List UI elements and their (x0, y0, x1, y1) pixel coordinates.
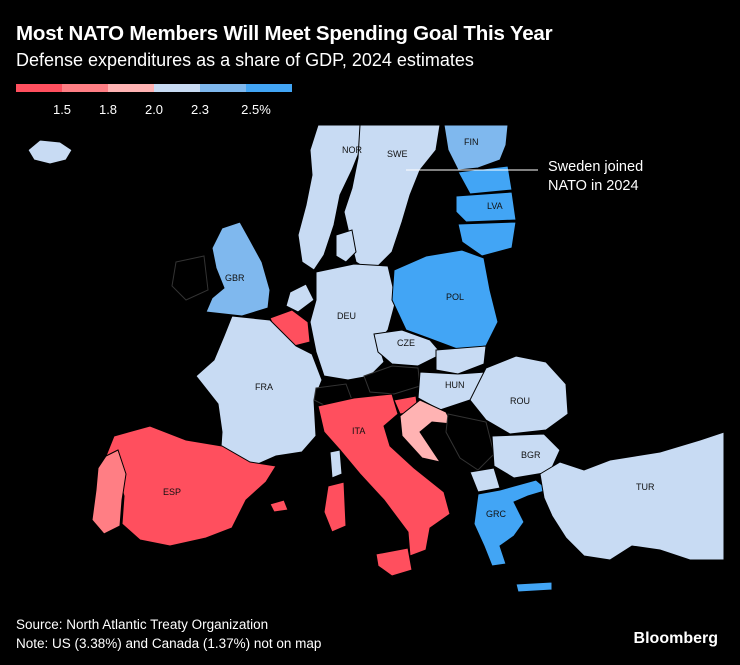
iceland (27, 139, 73, 165)
country-est (457, 165, 513, 195)
country-ita (317, 393, 451, 557)
annotation-line-1: Sweden joined (548, 159, 644, 175)
country-tur (539, 431, 725, 561)
label-fin: FIN (464, 137, 479, 147)
annotation-line-2: NATO in 2024 (548, 178, 639, 194)
country-deu (309, 263, 397, 381)
label-rou: ROU (510, 396, 530, 406)
country-grc (473, 479, 550, 567)
label-hun: HUN (445, 380, 465, 390)
legend-swatch-1 (16, 84, 62, 92)
label-tur: TUR (636, 482, 655, 492)
country-fra-corsica (329, 449, 343, 479)
label-cze: CZE (397, 338, 415, 348)
country-grc-crete (515, 581, 553, 593)
label-esp: ESP (163, 487, 181, 497)
country-esp-balearics (269, 499, 289, 513)
legend-tick-4: 2.3 (190, 102, 210, 117)
legend-swatch-3 (108, 84, 154, 92)
legend-swatch-4 (154, 84, 200, 92)
country-pol (391, 249, 499, 351)
label-swe: SWE (387, 149, 408, 159)
country-swe (343, 124, 441, 273)
country-fin (443, 124, 509, 171)
country-ita-sardinia (323, 481, 347, 533)
europe-map: NOR SWE FIN LVA GBR DEU POL CZE FRA HUN … (27, 124, 725, 593)
country-gbr (205, 221, 271, 317)
label-fra: FRA (255, 382, 273, 392)
source-note: Source: North Atlantic Treaty Organizati… (16, 617, 269, 632)
chart-title: Most NATO Members Will Meet Spending Goa… (16, 22, 553, 45)
color-legend: 1.5 1.8 2.0 2.3 2.5% (16, 84, 292, 117)
country-rou (469, 355, 569, 435)
legend-tick-1: 1.5 (52, 102, 72, 117)
country-svk (435, 345, 487, 375)
country-ltu (457, 221, 517, 257)
legend-tick-3: 2.0 (144, 102, 164, 117)
legend-tick-2: 1.8 (98, 102, 118, 117)
legend-swatch-5 (200, 84, 246, 92)
label-pol: POL (446, 292, 464, 302)
country-hrv (399, 399, 453, 463)
legend-swatch-6 (246, 84, 292, 92)
footnote: Note: US (3.38%) and Canada (1.37%) not … (16, 636, 322, 651)
label-bgr: BGR (521, 450, 541, 460)
country-ita-sicily (375, 547, 413, 577)
label-ita: ITA (352, 426, 365, 436)
country-fra (195, 315, 323, 471)
country-irl (171, 255, 209, 301)
legend-tick-5: 2.5% (241, 102, 271, 117)
label-lva: LVA (487, 201, 503, 211)
bloomberg-logo: Bloomberg (633, 630, 718, 647)
country-cze (373, 329, 443, 367)
sweden-annotation: Sweden joined NATO in 2024 (548, 158, 643, 196)
country-nld (285, 283, 315, 313)
legend-swatch-2 (62, 84, 108, 92)
label-grc: GRC (486, 509, 507, 519)
country-prt (91, 449, 127, 535)
country-srb (445, 413, 495, 471)
country-dnk (335, 229, 357, 263)
label-gbr: GBR (225, 273, 245, 283)
label-nor: NOR (342, 145, 363, 155)
chart-subtitle: Defense expenditures as a share of GDP, … (16, 50, 474, 70)
country-lva (455, 191, 517, 223)
label-deu: DEU (337, 311, 356, 321)
country-mkd (469, 467, 501, 493)
